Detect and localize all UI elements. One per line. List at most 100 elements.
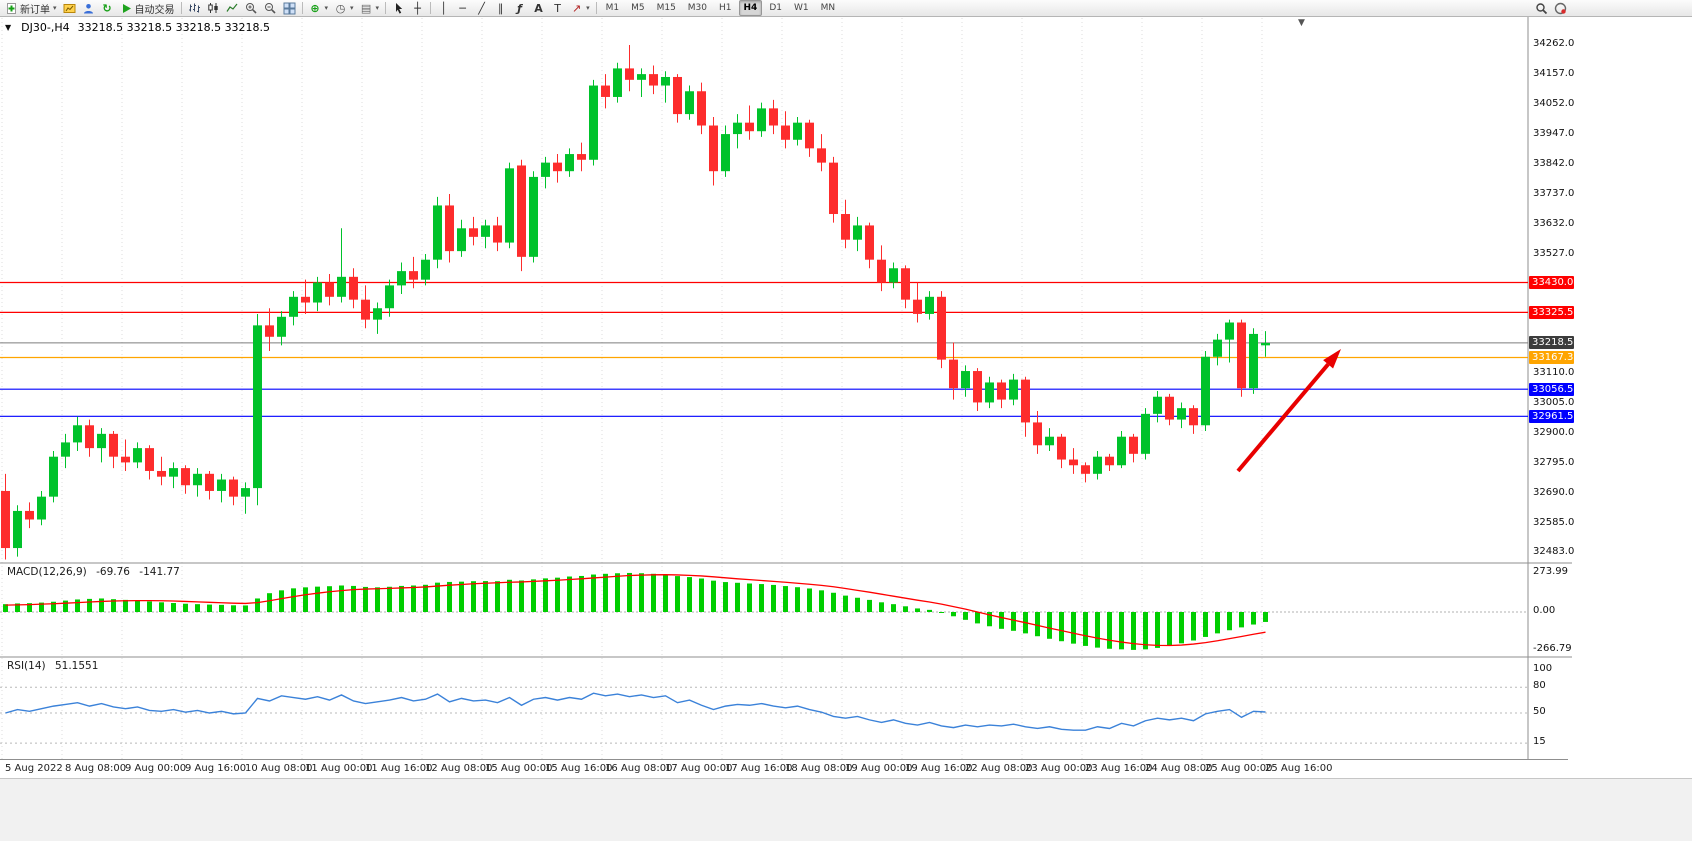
timeframe-button-h1[interactable]: H1: [719, 3, 732, 13]
macd-bar: [459, 581, 464, 612]
macd-bar: [1215, 612, 1220, 634]
macd-bar: [579, 575, 584, 612]
search-button[interactable]: [1532, 1, 1551, 16]
macd-bar: [759, 584, 764, 612]
macd-bar: [711, 580, 716, 612]
macd-bar: [39, 602, 44, 612]
rsi-name: RSI(14): [7, 660, 46, 672]
profiles-button[interactable]: [79, 1, 98, 16]
macd-bar: [423, 584, 428, 612]
bar-chart-button[interactable]: [185, 1, 204, 16]
cursor-button[interactable]: [389, 1, 408, 16]
periods-button[interactable]: ◷ ▾: [331, 1, 357, 16]
zoom-out-button[interactable]: [261, 1, 280, 16]
refresh-button[interactable]: ↻: [98, 1, 117, 16]
templates-button[interactable]: ▤ ▾: [357, 1, 383, 16]
candle-up: [373, 308, 382, 320]
fibonacci-button[interactable]: ƒ: [510, 1, 529, 16]
autotrading-button[interactable]: 自动交易: [117, 1, 178, 16]
time-axis-label: 16 Aug 08:00: [605, 763, 673, 774]
macd-bar: [771, 584, 776, 612]
candle-up: [169, 468, 178, 477]
indicators-button[interactable]: ⊕ ▾: [306, 1, 332, 16]
timeframe-button-h4[interactable]: H4: [738, 0, 763, 16]
candle-down: [997, 382, 1006, 400]
dropdown-caret-icon: ▾: [324, 4, 329, 12]
candlestick-chart-button[interactable]: [204, 1, 223, 16]
candle-down: [829, 162, 838, 215]
trendline-button[interactable]: ╱: [472, 1, 491, 16]
vertical-line-button[interactable]: │: [434, 1, 453, 16]
macd-bar: [639, 573, 644, 612]
templates-icon: ▤: [360, 1, 372, 15]
time-axis-label: 23 Aug 00:00: [1025, 763, 1093, 774]
candle-up: [985, 382, 994, 403]
toolbar-separator: [180, 2, 182, 14]
macd-bar: [87, 598, 92, 612]
arrows-button[interactable]: ↗ ▾: [567, 1, 593, 16]
candle-down: [445, 205, 454, 252]
candle-up: [253, 325, 262, 489]
channel-button[interactable]: ∥: [491, 1, 510, 16]
candle-down: [181, 468, 190, 486]
timeframe-button-m30[interactable]: M30: [687, 3, 708, 13]
macd-bar: [951, 612, 956, 617]
zoom-in-button[interactable]: [242, 1, 261, 16]
candle-up: [457, 228, 466, 252]
text-label-button[interactable]: T: [548, 1, 567, 16]
trend-arrow-shaft[interactable]: [1236, 362, 1330, 473]
candle-down: [1129, 436, 1138, 454]
profiles-icon: [82, 2, 95, 15]
macd-bar: [531, 579, 536, 612]
macd-bar: [987, 612, 992, 627]
macd-bar: [219, 604, 224, 612]
line-chart-button[interactable]: [223, 1, 242, 16]
text-button[interactable]: A: [529, 1, 548, 16]
macd-bar: [591, 574, 596, 612]
candle-down: [157, 470, 166, 477]
chart-shift-marker-icon[interactable]: ▼: [1298, 18, 1305, 28]
macd-bar: [891, 604, 896, 612]
timeframe-button-m5[interactable]: M5: [631, 3, 645, 13]
timeframe-button-mn[interactable]: MN: [820, 3, 836, 13]
time-axis-label: 24 Aug 08:00: [1145, 763, 1213, 774]
crosshair-button[interactable]: ┼: [408, 1, 427, 16]
price-axis-label: 33842.0: [1533, 157, 1575, 169]
macd-bar: [51, 601, 56, 612]
rsi-value: 51.1551: [54, 660, 99, 672]
new-order-button[interactable]: 新订单 ▾: [2, 1, 60, 16]
timeframe-button-m15[interactable]: M15: [656, 3, 676, 13]
macd-bar: [855, 597, 860, 612]
macd-bar: [1071, 612, 1076, 644]
search-icon: [1535, 2, 1548, 15]
one-click-trading-icon[interactable]: ▼: [5, 23, 12, 32]
candle-up: [793, 122, 802, 140]
candle-up: [217, 479, 226, 491]
candle-up: [1225, 322, 1234, 340]
price-axis-label: 33527.0: [1533, 247, 1575, 259]
candle-down: [865, 225, 874, 260]
macd-bar: [795, 587, 800, 612]
candle-down: [229, 479, 238, 497]
community-button[interactable]: [1551, 1, 1570, 16]
timeframe-button-m1[interactable]: M1: [605, 3, 620, 13]
candle-up: [1141, 413, 1150, 454]
macd-bar: [615, 573, 620, 612]
candle-up: [433, 205, 442, 260]
timeframe-button-w1[interactable]: W1: [793, 3, 809, 13]
price-level-badge: 32961.5: [1529, 409, 1574, 423]
horizontal-line-button[interactable]: ─: [453, 1, 472, 16]
tile-windows-button[interactable]: [280, 1, 299, 16]
macd-bar: [1011, 612, 1016, 631]
new-chart-button[interactable]: [60, 1, 79, 16]
timeframe-button-d1[interactable]: D1: [769, 3, 782, 13]
trend-arrow-head[interactable]: [1323, 349, 1341, 369]
macd-bar: [339, 585, 344, 612]
price-axis-label: 33737.0: [1533, 187, 1575, 199]
candle-down: [85, 425, 94, 449]
macd-bar: [675, 576, 680, 612]
macd-bar: [15, 603, 20, 612]
price-level-badge: 33325.5: [1529, 305, 1574, 319]
